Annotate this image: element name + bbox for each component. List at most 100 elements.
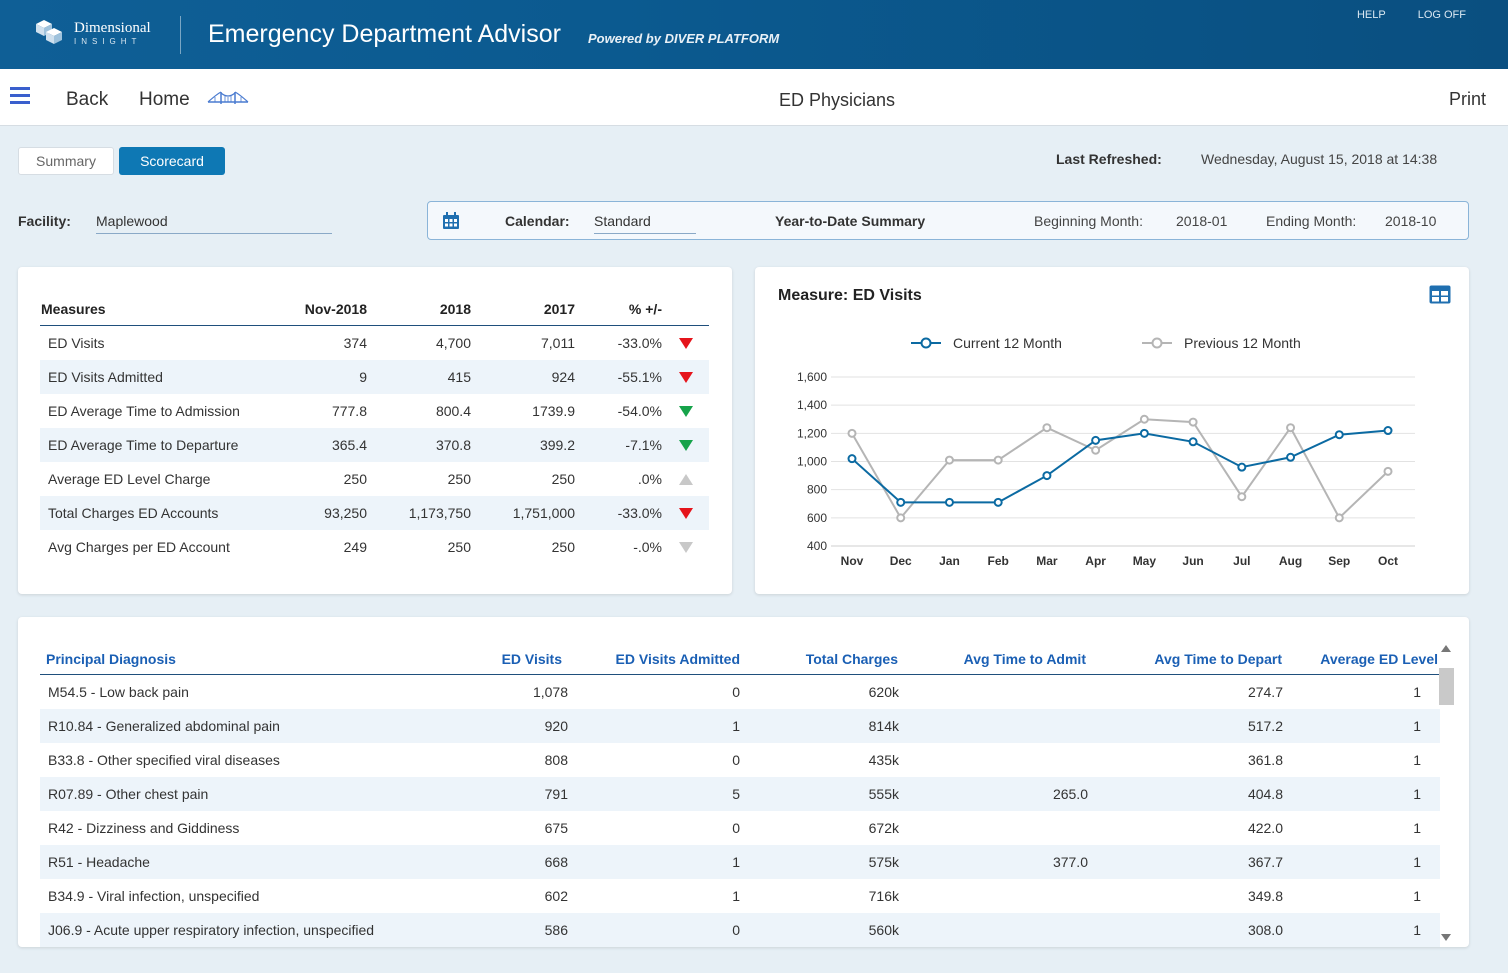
- header-ed-visits-admitted[interactable]: ED Visits Admitted: [615, 650, 740, 667]
- data-point-current: [1042, 471, 1052, 481]
- measure-row[interactable]: Total Charges ED Accounts 93,250 1,173,750…: [40, 496, 709, 530]
- diagnosis-ed-visits: 920: [544, 718, 568, 734]
- measure-row[interactable]: ED Average Time to Admission 777.8 800.4 17…: [40, 394, 709, 428]
- measure-nov-2018: 374: [343, 335, 367, 351]
- diagnosis-total-charges: 620k: [868, 684, 899, 700]
- header-avg-time-to-depart[interactable]: Avg Time to Depart: [1154, 650, 1282, 667]
- measure-2017: 7,011: [541, 335, 575, 351]
- home-button[interactable]: Home: [139, 89, 190, 110]
- x-tick-label: Feb: [988, 554, 1009, 568]
- measure-name: ED Visits: [48, 335, 105, 351]
- diagnosis-ed-visits: 791: [544, 786, 568, 802]
- header-ed-visits[interactable]: ED Visits: [501, 650, 562, 667]
- tab-scorecard[interactable]: Scorecard: [119, 147, 225, 175]
- data-point-current: [1091, 435, 1101, 445]
- diagnosis-ed-visits: 1,078: [532, 684, 568, 700]
- diagnosis-average-ed-level: 1: [1413, 922, 1421, 938]
- tab-summary[interactable]: Summary: [18, 147, 114, 175]
- measure-nov-2018: 9: [359, 369, 367, 385]
- summary-type-label: Year-to-Date Summary: [775, 213, 926, 229]
- scroll-thumb[interactable]: [1439, 668, 1454, 705]
- diagnosis-ed-visits-admitted: 1: [732, 854, 740, 870]
- logoff-link[interactable]: LOG OFF: [1417, 9, 1466, 21]
- measure-row[interactable]: ED Visits 374 4,700 7,011 -33.0%: [40, 326, 709, 360]
- measure-pct-change: -33.0%: [617, 505, 662, 521]
- measure-2018: 1,173,750: [408, 505, 471, 521]
- help-link[interactable]: HELP: [1356, 9, 1386, 21]
- bridge-icon[interactable]: [207, 90, 249, 111]
- header-pct-change[interactable]: % +/-: [628, 301, 662, 317]
- measure-2018: 800.4: [435, 403, 471, 419]
- diagnosis-average-ed-level: 1: [1413, 854, 1421, 870]
- diagnosis-ed-visits-admitted: 0: [732, 684, 740, 700]
- diagnosis-total-charges: 814k: [868, 718, 899, 734]
- data-point-previous: [1139, 414, 1149, 424]
- diagnosis-total-charges: 555k: [868, 786, 899, 802]
- y-tick-label: 400: [807, 539, 827, 553]
- diagnosis-ed-visits-admitted: 5: [732, 786, 740, 802]
- diagnosis-average-ed-level: 1: [1413, 820, 1421, 836]
- diagnosis-row[interactable]: R10.84 - Generalized abdominal pain 920 1 8…: [40, 709, 1440, 743]
- measure-name: Avg Charges per ED Account: [48, 539, 230, 555]
- diagnosis-ed-visits: 668: [544, 854, 568, 870]
- measure-pct-change: -33.0%: [617, 335, 662, 351]
- data-point-previous: [1334, 513, 1344, 523]
- data-point-current: [944, 497, 954, 507]
- header-average-ed-level[interactable]: Average ED Level: [1320, 650, 1438, 667]
- diagnosis-row[interactable]: M54.5 - Low back pain 1,078 0 620k 274.7 1: [40, 675, 1440, 709]
- data-point-previous: [993, 455, 1003, 465]
- diagnosis-row[interactable]: R07.89 - Other chest pain 791 5 555k 265.0 40…: [40, 777, 1440, 811]
- data-point-previous: [1383, 466, 1393, 476]
- measure-row[interactable]: ED Visits Admitted 9 415 924 -55.1%: [40, 360, 709, 394]
- header-nov-2018[interactable]: Nov-2018: [304, 301, 367, 317]
- measure-name: ED Average Time to Admission: [48, 403, 240, 419]
- header-2017[interactable]: 2017: [543, 301, 575, 317]
- diagnosis-ed-visits: 808: [544, 752, 568, 768]
- diagnosis-row[interactable]: R51 - Headache 668 1 575k 377.0 367.7 1: [40, 845, 1440, 879]
- header-total-charges[interactable]: Total Charges: [805, 650, 898, 667]
- measure-nov-2018: 250: [343, 471, 367, 487]
- calendar-select[interactable]: Standard: [594, 213, 696, 234]
- trend-up-gray-icon: [679, 473, 693, 485]
- scroll-down-arrow-icon[interactable]: [1441, 934, 1451, 941]
- diagnosis-row[interactable]: B33.8 - Other specified viral diseases 80…: [40, 743, 1440, 777]
- diagnosis-row[interactable]: B34.9 - Viral infection, unspecified 602 1…: [40, 879, 1440, 913]
- measure-nov-2018: 365.4: [331, 437, 367, 453]
- scroll-up-arrow-icon[interactable]: [1441, 645, 1451, 652]
- diagnosis-name: R42 - Dizziness and Giddiness: [48, 820, 240, 836]
- data-point-previous: [1042, 423, 1052, 433]
- table-grid-icon[interactable]: [1429, 285, 1451, 304]
- header-2018[interactable]: 2018: [439, 301, 471, 317]
- data-point-current: [896, 497, 906, 507]
- header-measures[interactable]: Measures: [41, 301, 106, 317]
- calendar-icon[interactable]: [442, 212, 460, 235]
- measure-2017: 250: [551, 539, 575, 555]
- app-title: Emergency Department Advisor: [208, 20, 561, 48]
- ending-month-value[interactable]: 2018-10: [1385, 213, 1437, 229]
- diagnosis-avg-time-to-depart: 361.8: [1247, 752, 1283, 768]
- hamburger-menu-icon[interactable]: [10, 87, 30, 105]
- measure-row[interactable]: Average ED Level Charge 250 250 250 .0%: [40, 462, 709, 496]
- measure-2018: 250: [447, 539, 471, 555]
- header-links: HELP LOG OFF: [1357, 9, 1466, 21]
- calendar-label: Calendar:: [505, 213, 570, 229]
- back-button[interactable]: Back: [66, 89, 109, 110]
- header-principal-diagnosis[interactable]: Principal Diagnosis: [46, 650, 176, 667]
- diagnosis-row[interactable]: R42 - Dizziness and Giddiness 675 0 672k 422…: [40, 811, 1440, 845]
- measure-2018: 250: [447, 471, 471, 487]
- legend-label-previous: Previous 12 Month: [1184, 335, 1301, 351]
- diagnosis-scrollbar[interactable]: [1437, 645, 1454, 941]
- legend-marker-current: [920, 337, 932, 349]
- beginning-month-value[interactable]: 2018-01: [1176, 213, 1228, 229]
- data-point-current: [993, 497, 1003, 507]
- header-avg-time-to-admit[interactable]: Avg Time to Admit: [963, 650, 1086, 667]
- data-point-current: [1334, 430, 1344, 440]
- measure-row[interactable]: ED Average Time to Departure 365.4 370.8 39…: [40, 428, 709, 462]
- measure-2017: 399.2: [539, 437, 575, 453]
- x-tick-label: Jul: [1233, 554, 1250, 568]
- print-button[interactable]: Print: [1448, 89, 1486, 109]
- measure-row[interactable]: Avg Charges per ED Account 249 250 250 -.0%: [40, 530, 709, 564]
- diagnosis-row[interactable]: J06.9 - Acute upper respiratory infectio…: [40, 913, 1440, 947]
- facility-select[interactable]: Maplewood: [96, 213, 332, 234]
- legend-label-current: Current 12 Month: [953, 335, 1062, 351]
